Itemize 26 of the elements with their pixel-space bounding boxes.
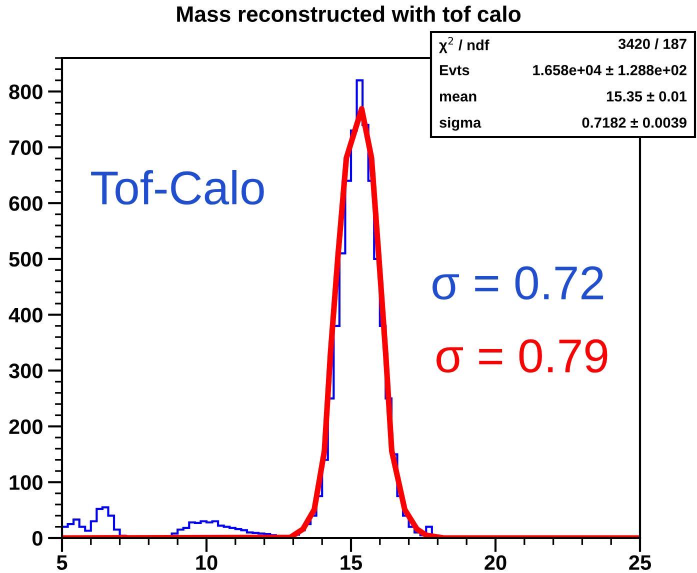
y-tick-label: 100: [10, 475, 42, 490]
x-tick-label: 15: [340, 555, 362, 570]
y-tick-label: 800: [9, 84, 42, 100]
annotation: 0.7182 ± 0.0039: [582, 117, 686, 128]
text: χ$^{2}$ / ndf: [439, 36, 490, 54]
y-tick-label: 700: [9, 140, 42, 156]
annotation: 15.35 ± 0.01: [606, 91, 687, 102]
annotation: mean: [440, 94, 476, 102]
chart-title: Mass reconstructed with tof calo: [177, 6, 521, 22]
x-tick-label: 10: [196, 555, 218, 570]
y-tick-label: 400: [8, 308, 42, 322]
y-tick-label: 200: [9, 419, 42, 434]
annotation: sigma: [440, 117, 482, 131]
y-tick-label: 300: [8, 364, 42, 378]
y-tick-label: 0: [32, 531, 42, 546]
annotation: σ = 0.79: [436, 339, 608, 373]
annotation: 1.658e+04 ± 1.288e+02: [533, 64, 686, 76]
y-tick-label: 500: [9, 252, 42, 267]
x-tick-label: 20: [484, 555, 506, 570]
x-tick-label: 5: [56, 555, 68, 570]
annotation: Tof-Calo: [91, 170, 264, 205]
annotation: Evts: [440, 65, 470, 76]
x-tick-label: 25: [629, 555, 652, 570]
text: 3420 / 187: [618, 38, 686, 50]
y-tick-label: 600: [9, 196, 42, 211]
annotation: σ = 0.72: [432, 266, 604, 300]
